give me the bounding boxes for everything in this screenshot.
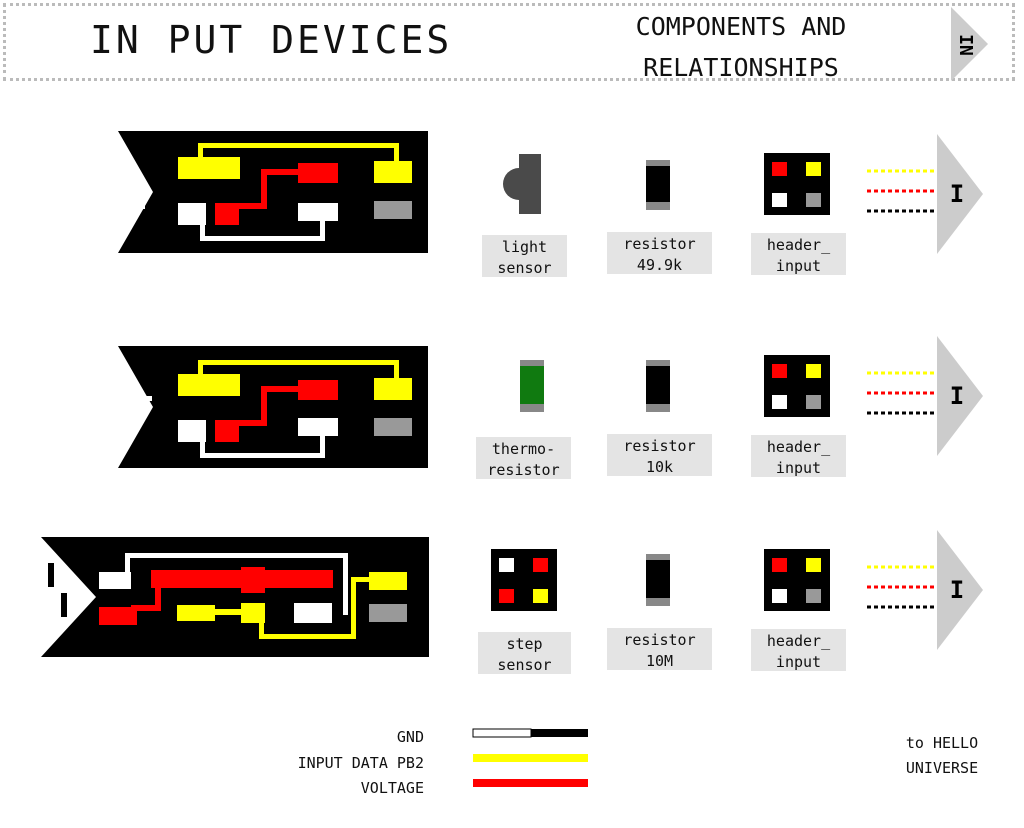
thermistor-icon (520, 360, 544, 412)
step-sensor-icon (491, 549, 557, 611)
header-input-icon (764, 153, 830, 215)
legend-gnd-label: GND (396, 728, 424, 746)
page-title: IN PUT DEVICES (90, 18, 453, 62)
header-frame (3, 3, 1015, 81)
legend-voltage-label: VOLTAGE (360, 779, 424, 797)
pcb-board-light-sensor (118, 131, 428, 253)
signal-lines-arrow: I (867, 530, 983, 650)
legend-input-data-label: INPUT DATA PB2 (297, 754, 424, 772)
resistor-label: resistor 10M (607, 628, 712, 670)
signal-lines-arrow: I (867, 134, 983, 254)
resistor-label: resistor 49.9k (607, 232, 712, 274)
header-input-icon (764, 549, 830, 611)
resistor-icon (646, 160, 670, 210)
pcb-board-step-sensor (41, 537, 429, 657)
pcb-board-thermistor (118, 346, 428, 468)
subtitle-line-1: COMPONENTS AND (635, 12, 847, 41)
legend-swatches (472, 728, 588, 787)
light-sensor-icon (503, 154, 541, 214)
legend-input-data-swatch (473, 754, 588, 762)
header-label: header_ input (751, 233, 846, 275)
in-arrow-icon: IN (951, 7, 988, 81)
arrow-label: I (950, 576, 964, 604)
page-subtitle: COMPONENTS AND RELATIONSHIPS (596, 6, 886, 88)
component-label: step sensor (478, 632, 571, 674)
resistor-icon (646, 554, 670, 606)
component-label: thermo- resistor (476, 437, 571, 479)
signal-lines-arrow: I (867, 336, 983, 456)
resistor-label: resistor 10k (607, 434, 712, 476)
in-arrow-label: IN (955, 34, 976, 56)
header-input-icon (764, 355, 830, 417)
destination-note: to HELLO UNIVERSE (905, 734, 979, 777)
legend-voltage-swatch (473, 779, 588, 787)
component-label: light sensor (482, 235, 567, 277)
subtitle-line-2: RELATIONSHIPS (643, 53, 839, 82)
arrow-label: I (950, 180, 964, 208)
resistor-icon (646, 360, 670, 412)
arrow-label: I (950, 382, 964, 410)
header-label: header_ input (751, 629, 846, 671)
legend-gnd-swatch (472, 728, 532, 738)
header-label: header_ input (751, 435, 846, 477)
